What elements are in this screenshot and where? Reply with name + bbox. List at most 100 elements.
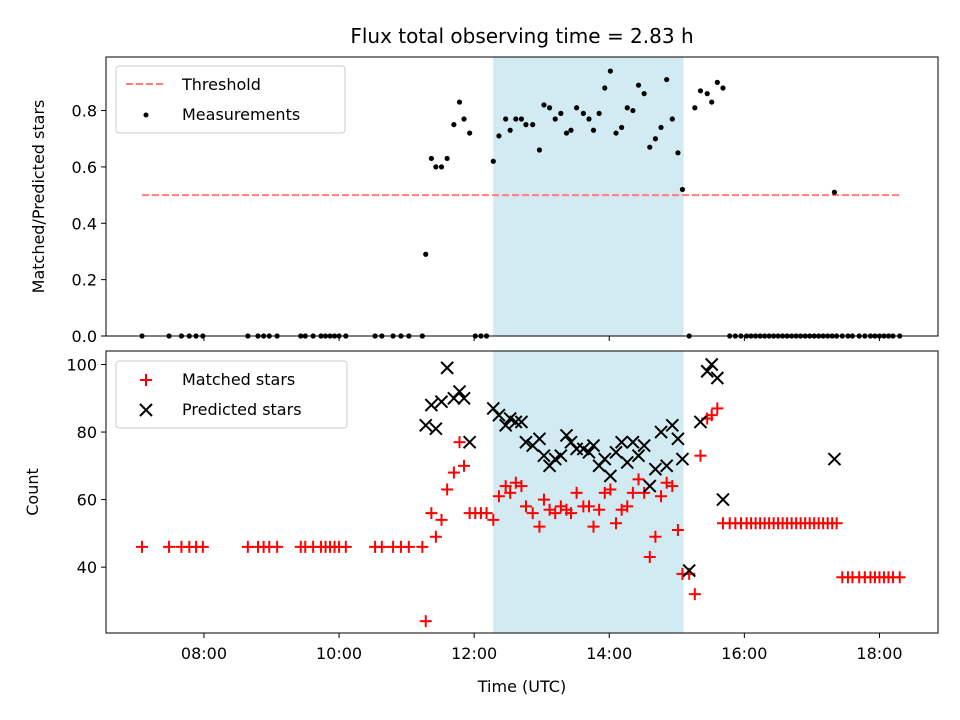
measurement-point — [602, 85, 608, 91]
predicted-star-point — [654, 425, 668, 439]
matched-star-point — [694, 449, 707, 462]
predicted-star-point — [693, 415, 708, 429]
predicted-star-point — [462, 435, 477, 449]
measurement-point — [720, 85, 726, 91]
measurement-point — [624, 105, 630, 111]
top-x-axis — [203, 336, 880, 341]
matched-star-point — [582, 500, 595, 513]
y-tick-label: 100 — [66, 356, 97, 375]
matched-star-point — [402, 540, 415, 553]
predicted-star-point — [609, 445, 623, 460]
matched-star-point — [655, 490, 668, 503]
highlight-span-rect — [493, 351, 684, 633]
matched-star-point — [487, 513, 500, 526]
measurement-point — [523, 122, 529, 128]
x-axis-label: Time (UTC) — [477, 677, 566, 696]
measurement-point — [675, 150, 681, 156]
bottom-x-axis: 08:00 10:00 12:00 14:00 16:00 18:00 — [181, 633, 903, 663]
predicted-star-point — [514, 415, 529, 429]
predicted-star-point — [710, 371, 725, 385]
measurement-point — [647, 144, 653, 150]
measurement-point — [496, 133, 502, 139]
measurement-point — [563, 130, 570, 136]
matched-star-point — [492, 490, 505, 503]
predicted-star-point — [675, 452, 690, 466]
measurement-point — [461, 116, 467, 122]
predicted-stars-series — [419, 357, 842, 578]
predicted-star-point — [554, 448, 568, 463]
predicted-star-point — [429, 421, 443, 436]
matched-star-point — [425, 507, 438, 520]
y-tick-label: 40 — [77, 558, 97, 577]
matched-stars-series — [136, 402, 906, 628]
predicted-star-point — [648, 462, 663, 476]
matched-star-point — [533, 520, 546, 533]
predicted-star-point — [452, 384, 467, 399]
matched-star-point — [549, 507, 562, 520]
predicted-star-point — [665, 418, 680, 433]
top-legend: Threshold Measurements — [115, 65, 346, 134]
matched-star-point — [893, 571, 906, 584]
chart-title: Flux total observing time = 2.83 h — [350, 24, 693, 48]
measurement-point — [630, 107, 636, 114]
predicted-star-point — [532, 432, 547, 446]
matched-star-point — [632, 473, 645, 486]
matched-star-point — [564, 507, 577, 520]
measurement-point — [503, 116, 509, 122]
predicted-star-point — [637, 438, 651, 453]
measurement-point — [451, 122, 457, 128]
matched-star-point — [435, 513, 448, 526]
matched-star-point — [649, 530, 662, 543]
predicted-star-point — [537, 448, 551, 463]
predicted-star-point — [586, 438, 601, 453]
predicted-star-point — [643, 479, 657, 493]
predicted-star-point — [509, 415, 523, 429]
measurement-point — [679, 186, 686, 193]
predicted-star-point — [620, 455, 634, 470]
matched-star-point — [526, 507, 539, 520]
measurement-point — [423, 251, 429, 257]
measurement-point — [692, 105, 698, 111]
y-tick-label: 0.0 — [72, 327, 97, 346]
predicted-star-point — [498, 418, 513, 433]
matched-star-point — [626, 486, 639, 499]
x-tick-label: 10:00 — [316, 644, 362, 663]
measurement-point — [714, 79, 720, 85]
measurement-point — [613, 130, 619, 136]
predicted-star-point — [614, 435, 629, 449]
measurement-point — [596, 110, 602, 116]
matched-star-point — [163, 540, 176, 553]
predicted-star-point — [519, 435, 533, 449]
measurement-point — [546, 105, 553, 111]
measurement-point — [641, 91, 647, 97]
matched-star-point — [271, 540, 284, 553]
measurement-point — [490, 158, 496, 164]
matched-star-point — [643, 551, 656, 564]
x-tick-label: 12:00 — [451, 644, 497, 663]
top-y-axis: 0.0 0.2 0.4 0.6 0.8 — [72, 102, 106, 346]
matched-star-point — [416, 540, 429, 553]
measurement-point — [635, 82, 642, 88]
y-tick-label: 0.4 — [72, 214, 97, 233]
matched-star-point — [419, 615, 432, 628]
legend-measurements-label: Measurements — [182, 105, 300, 124]
measurement-point — [607, 68, 613, 74]
matched-star-point — [830, 517, 843, 530]
measurement-point — [568, 127, 574, 133]
matched-star-point — [453, 436, 466, 449]
matched-star-point — [610, 517, 623, 530]
predicted-star-point — [434, 394, 449, 409]
measurement-point — [590, 127, 597, 133]
matched-star-point — [711, 402, 724, 415]
measurement-point — [704, 91, 710, 97]
predicted-star-point — [682, 563, 696, 578]
matched-star-point — [339, 540, 352, 553]
y-tick-label: 0.2 — [72, 271, 97, 290]
legend-measurements-swatch — [143, 112, 149, 118]
measurement-point — [507, 127, 513, 133]
measurement-point — [552, 116, 558, 122]
measurement-point — [541, 102, 547, 108]
matched-star-point — [688, 588, 701, 601]
measurement-point — [518, 116, 525, 122]
